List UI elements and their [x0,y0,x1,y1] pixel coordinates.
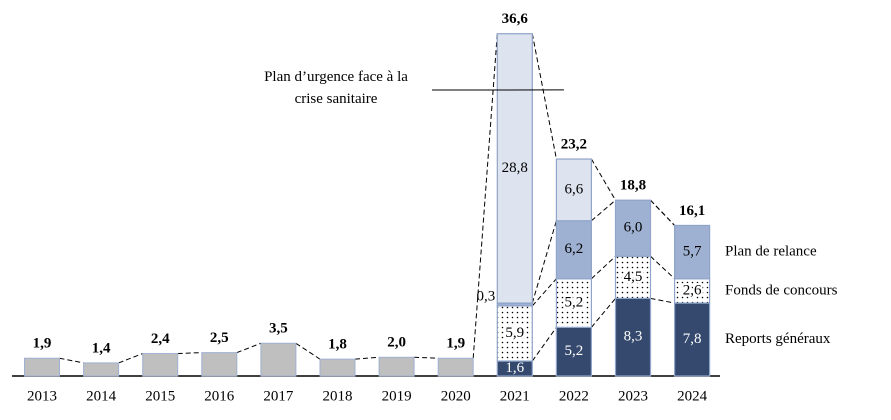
connector [591,298,616,328]
value-label: 2,6 [683,282,702,298]
connector [531,327,557,362]
x-tick-label: 2016 [204,388,235,404]
connector [472,33,498,359]
legend-label: Fonds de concours [725,282,838,298]
bar [319,358,356,377]
x-tick-label: 2021 [500,388,530,404]
total-label: 18,8 [620,178,646,194]
legend-label: Plan de relance [725,244,817,260]
value-label: 5,9 [505,325,524,341]
x-tick-label: 2017 [263,388,294,404]
bar [437,357,474,377]
total-label: 23,2 [561,136,587,152]
total-label: 1,9 [446,336,465,352]
connector [414,356,439,359]
legend-label: Reports généraux [725,331,831,347]
bar-segment [614,297,652,377]
bar-segment [673,278,711,304]
total-label: 3,5 [269,321,288,337]
bar-segment [673,224,711,280]
value-label: 5,2 [565,294,584,310]
bar [142,353,179,377]
value-label: 8,3 [624,329,643,345]
bar-segment [496,305,533,362]
bar-segment [673,302,711,377]
x-tick-label: 2023 [618,388,648,404]
callout-label: Plan d’urgence face à la crise sanitaire [264,69,408,107]
bar [260,342,297,377]
bar-segment [555,326,593,377]
total-label: 2,0 [387,335,406,351]
x-tick-label: 2019 [382,388,412,404]
connector [531,278,557,307]
total-label: 2,4 [151,331,170,347]
total-label: 1,8 [328,337,347,353]
bar-segment [496,33,533,304]
bar [378,356,415,377]
bar [83,362,120,377]
connector [590,158,616,201]
value-label: 1,6 [505,360,524,376]
value-label: 6,2 [565,241,584,257]
connector [531,33,557,160]
connector [354,356,380,360]
x-tick-label: 2024 [677,388,708,404]
x-tick-label: 2015 [145,388,175,404]
x-tick-label: 2014 [86,388,117,404]
value-label: 6,6 [565,181,584,197]
bar-segment [555,220,593,280]
value-label: 5,7 [683,244,702,260]
x-tick-label: 2013 [27,388,57,404]
value-label: 28,8 [502,160,528,176]
connector [650,199,675,226]
connector [177,352,202,355]
connector [59,357,84,364]
value-label: 4,5 [624,269,643,285]
bar [24,357,60,377]
total-label: 36,6 [502,11,529,27]
value-label: 5,2 [565,343,584,359]
bar-segment [614,255,652,299]
connector [118,353,143,364]
value-label: 6,0 [624,220,643,236]
connector [236,342,262,354]
x-tick-label: 2020 [441,388,471,404]
total-label: 1,4 [92,340,111,356]
connector [531,220,557,304]
bar-segment [555,158,593,222]
x-tick-label: 2022 [559,388,589,404]
connector [591,255,616,280]
value-label: 7,8 [683,331,702,347]
total-label: 1,9 [33,336,52,352]
connector [591,199,616,222]
bar-segment [614,199,652,257]
total-label: 2,5 [210,330,229,346]
bar [201,352,238,377]
connector [650,255,675,280]
value-label: 0,3 [477,288,496,304]
connector [650,297,675,304]
connector [295,342,321,360]
total-label: 16,1 [679,203,705,219]
x-tick-label: 2018 [323,388,353,404]
